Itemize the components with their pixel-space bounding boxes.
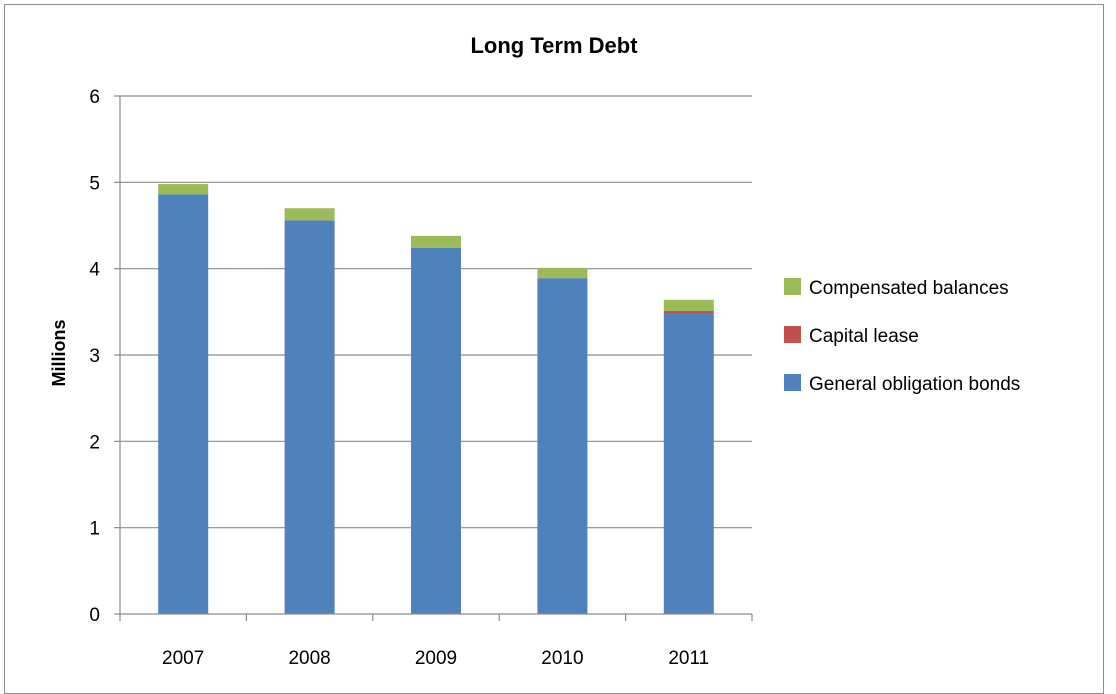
x-tick-label-2007: 2007 — [162, 648, 204, 669]
chart-title: Long Term Debt — [470, 33, 638, 58]
bar-2008-general-obligation-bonds — [284, 220, 335, 614]
bar-2011-capital-lease — [663, 310, 714, 314]
x-tick-label-2011: 2011 — [668, 648, 709, 669]
x-tick-labels: 2007 2008 2009 2010 2011 — [162, 648, 709, 669]
bar-2010-general-obligation-bonds — [537, 278, 588, 614]
legend-label-general-obligation-bonds: General obligation bonds — [809, 374, 1020, 395]
x-tick-label-2008: 2008 — [288, 648, 330, 669]
y-tick-labels: 0 1 2 3 4 5 6 — [89, 87, 100, 626]
y-tick-label-3: 3 — [89, 346, 100, 367]
bar-2011-compensated-balances — [663, 299, 714, 311]
legend-label-capital-lease: Capital lease — [809, 326, 919, 347]
bar-2007-compensated-balances — [158, 184, 209, 195]
y-tick-label-5: 5 — [89, 173, 100, 194]
bar-2010-compensated-balances — [537, 267, 588, 279]
y-tick-label-4: 4 — [89, 260, 100, 281]
legend-label-compensated-balances: Compensated balances — [809, 278, 1009, 299]
long-term-debt-chart: Long Term Debt Millions 0 1 2 3 4 5 6 2007 2008… — [49, 33, 1020, 669]
y-tick-label-0: 0 — [89, 605, 100, 626]
x-tick-label-2009: 2009 — [415, 648, 457, 669]
bar-2008-compensated-balances — [284, 208, 335, 221]
y-tick-label-6: 6 — [89, 87, 100, 108]
bar-2009-compensated-balances — [411, 235, 461, 248]
bar-2011-general-obligation-bonds — [663, 313, 714, 614]
x-tick-label-2010: 2010 — [541, 648, 583, 669]
bar-stacks — [158, 184, 714, 615]
axes — [119, 96, 753, 621]
y-tick-label-2: 2 — [89, 432, 100, 453]
legend-swatch-general-obligation-bonds — [784, 374, 801, 391]
legend-swatch-capital-lease — [784, 326, 801, 343]
legend: Compensated balances Capital lease General… — [784, 278, 1020, 395]
bar-2009-general-obligation-bonds — [411, 247, 461, 615]
legend-swatch-compensated-balances — [784, 278, 801, 295]
bar-2007-general-obligation-bonds — [158, 194, 209, 615]
y-axis-label: Millions — [49, 320, 69, 387]
y-tick-label-1: 1 — [89, 519, 100, 540]
